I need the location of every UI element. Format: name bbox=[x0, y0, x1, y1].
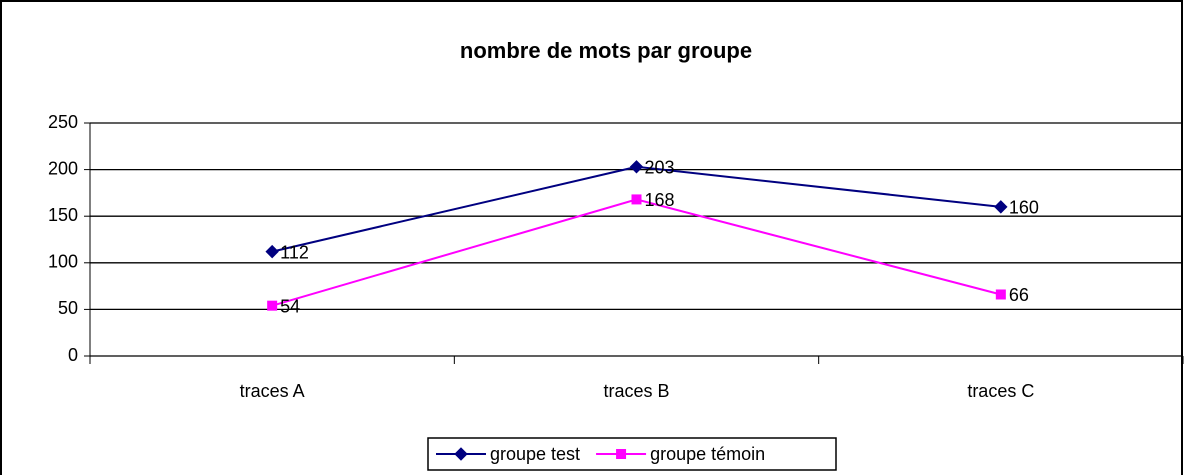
data-point bbox=[631, 194, 642, 205]
legend-label: groupe témoin bbox=[650, 444, 765, 464]
y-tick-label: 50 bbox=[58, 298, 78, 318]
data-point bbox=[629, 160, 644, 174]
y-tick-label: 250 bbox=[48, 112, 78, 132]
data-label: 160 bbox=[1009, 198, 1039, 218]
x-tick-label: traces B bbox=[603, 381, 669, 401]
data-label: 54 bbox=[280, 296, 300, 316]
y-tick-label: 150 bbox=[48, 205, 78, 225]
y-tick-label: 100 bbox=[48, 252, 78, 272]
data-label: 112 bbox=[280, 242, 309, 262]
x-tick-label: traces C bbox=[967, 381, 1034, 401]
x-tick-label: traces A bbox=[240, 381, 305, 401]
y-tick-label: 0 bbox=[68, 345, 78, 365]
data-point bbox=[267, 300, 278, 311]
data-point bbox=[994, 200, 1008, 214]
legend-marker bbox=[616, 449, 627, 459]
y-tick-label: 200 bbox=[48, 158, 78, 178]
data-point bbox=[995, 289, 1006, 300]
data-label: 168 bbox=[645, 190, 675, 210]
data-label: 66 bbox=[1009, 285, 1029, 305]
legend-marker bbox=[454, 447, 468, 461]
legend-label: groupe test bbox=[490, 444, 580, 464]
data-point bbox=[265, 244, 279, 259]
data-label: 203 bbox=[645, 158, 675, 178]
chart-title: nombre de mots par groupe bbox=[460, 38, 752, 63]
